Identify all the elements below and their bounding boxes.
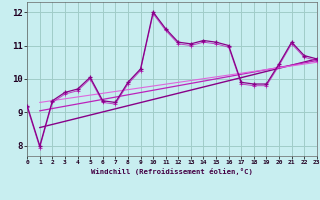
X-axis label: Windchill (Refroidissement éolien,°C): Windchill (Refroidissement éolien,°C): [91, 168, 253, 175]
